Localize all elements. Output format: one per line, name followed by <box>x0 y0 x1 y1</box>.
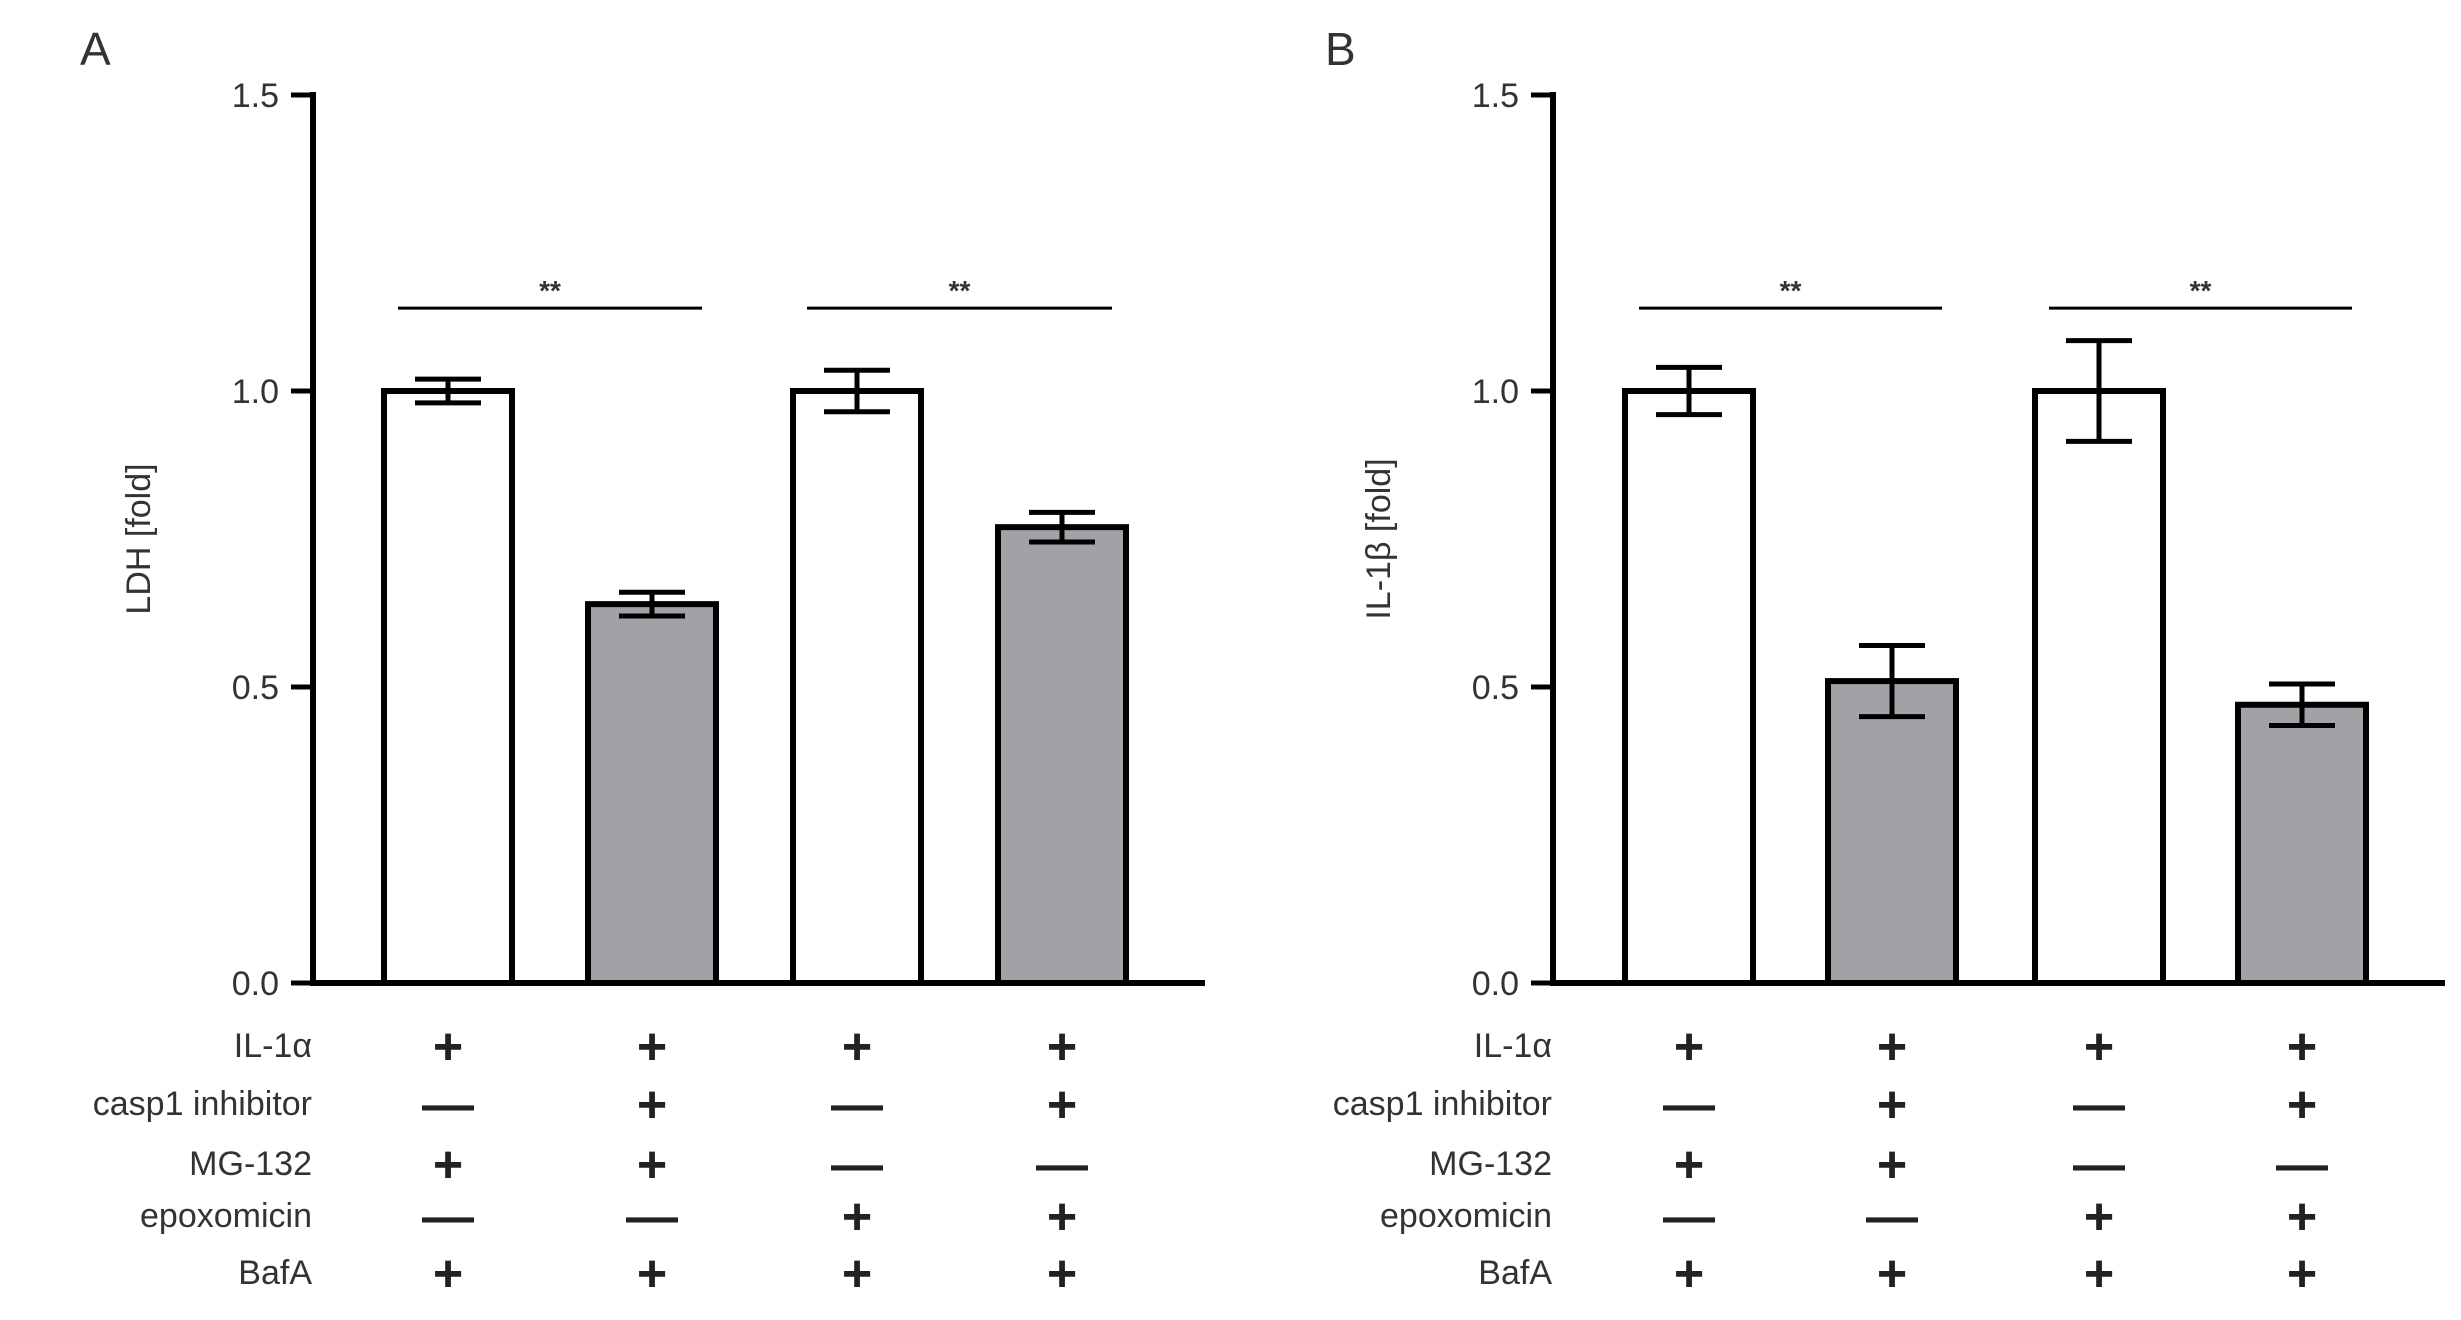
condition-symbol: + <box>1877 1136 1907 1194</box>
bar <box>995 524 1129 986</box>
condition-symbol: — <box>831 1136 883 1194</box>
condition-symbol: + <box>433 1018 463 1076</box>
panel-letter: B <box>1325 23 1356 75</box>
y-tick-label: 0.5 <box>1472 669 1519 707</box>
condition-symbol: + <box>1674 1245 1704 1303</box>
condition-symbol: + <box>1047 1188 1077 1246</box>
bar <box>1825 678 1959 987</box>
condition-symbol: + <box>637 1245 667 1303</box>
condition-symbol: + <box>2287 1018 2317 1076</box>
condition-label: IL-1α <box>1474 1027 1552 1065</box>
condition-label: casp1 inhibitor <box>93 1085 312 1123</box>
condition-symbol: + <box>842 1245 872 1303</box>
condition-symbol: — <box>2073 1136 2125 1194</box>
condition-symbol: — <box>1663 1188 1715 1246</box>
condition-symbol: + <box>1674 1018 1704 1076</box>
y-axis-title: LDH [fold] <box>120 463 158 614</box>
y-tick-label: 0.5 <box>232 669 279 707</box>
condition-symbol: + <box>637 1018 667 1076</box>
bar <box>1622 388 1756 986</box>
bar <box>585 601 719 986</box>
significance-label: ** <box>949 275 971 306</box>
condition-symbol: + <box>1877 1076 1907 1134</box>
condition-symbol: — <box>1036 1136 1088 1194</box>
condition-symbol: + <box>1877 1018 1907 1076</box>
condition-label: MG-132 <box>1429 1145 1552 1183</box>
condition-symbol: + <box>1047 1076 1077 1134</box>
condition-symbol: + <box>1877 1245 1907 1303</box>
condition-label: MG-132 <box>189 1145 312 1183</box>
y-tick-label: 1.5 <box>1472 77 1519 115</box>
condition-symbol: — <box>2276 1136 2328 1194</box>
significance-label: ** <box>539 275 561 306</box>
y-tick-label: 1.0 <box>232 373 279 411</box>
condition-symbol: — <box>422 1188 474 1246</box>
condition-symbol: — <box>422 1076 474 1134</box>
condition-symbol: + <box>2084 1245 2114 1303</box>
panel-b: BIL-1β [fold]0.00.51.01.5** **IL-1α + + + +ca… <box>1325 23 2445 1303</box>
condition-symbol: — <box>2073 1076 2125 1134</box>
condition-symbol: + <box>637 1076 667 1134</box>
y-tick-label: 1.5 <box>232 77 279 115</box>
condition-symbol: + <box>433 1136 463 1194</box>
panel-letter: A <box>80 23 111 75</box>
bar <box>381 388 515 986</box>
condition-label: epoxomicin <box>1380 1197 1552 1235</box>
condition-symbol: + <box>842 1188 872 1246</box>
condition-symbol: + <box>1047 1018 1077 1076</box>
condition-label: IL-1α <box>234 1027 312 1065</box>
condition-label: BafA <box>238 1254 312 1292</box>
bar <box>2032 388 2166 986</box>
condition-symbol: + <box>1674 1136 1704 1194</box>
condition-symbol: + <box>1047 1245 1077 1303</box>
y-tick-label: 0.0 <box>232 965 279 1003</box>
condition-symbol: — <box>1663 1076 1715 1134</box>
y-tick-label: 0.0 <box>1472 965 1519 1003</box>
y-tick-label: 1.0 <box>1472 373 1519 411</box>
condition-symbol: — <box>626 1188 678 1246</box>
condition-symbol: + <box>2084 1188 2114 1246</box>
condition-symbol: + <box>2287 1076 2317 1134</box>
significance-label: ** <box>2190 275 2212 306</box>
condition-symbol: — <box>1866 1188 1918 1246</box>
condition-symbol: — <box>831 1076 883 1134</box>
bar <box>2235 701 2369 986</box>
condition-label: casp1 inhibitor <box>1333 1085 1552 1123</box>
condition-symbol: + <box>433 1245 463 1303</box>
y-axis-title: IL-1β [fold] <box>1360 458 1398 619</box>
condition-symbol: + <box>2084 1018 2114 1076</box>
condition-symbol: + <box>842 1018 872 1076</box>
condition-label: BafA <box>1478 1254 1552 1292</box>
condition-symbol: + <box>2287 1245 2317 1303</box>
condition-symbol: + <box>637 1136 667 1194</box>
condition-symbol: + <box>2287 1188 2317 1246</box>
significance-label: ** <box>1780 275 1802 306</box>
bar <box>790 388 924 986</box>
condition-label: epoxomicin <box>140 1197 312 1235</box>
